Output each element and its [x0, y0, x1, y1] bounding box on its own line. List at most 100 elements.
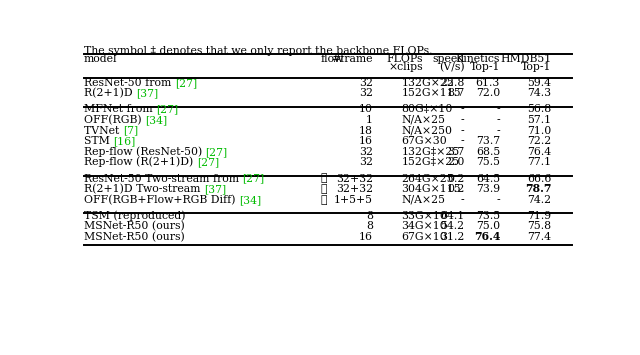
- Text: 61.3: 61.3: [476, 78, 500, 88]
- Text: -: -: [461, 136, 465, 146]
- Text: 8.7: 8.7: [447, 88, 465, 98]
- Text: 76.4: 76.4: [527, 147, 551, 157]
- Text: -: -: [461, 104, 465, 114]
- Text: 8: 8: [366, 211, 373, 221]
- Text: 75.8: 75.8: [527, 222, 551, 231]
- Text: -: -: [497, 104, 500, 114]
- Text: 2.0: 2.0: [447, 158, 465, 168]
- Text: [27]: [27]: [243, 174, 264, 184]
- Text: TVNet: TVNet: [84, 126, 123, 136]
- Text: 0.2: 0.2: [447, 174, 465, 184]
- Text: -: -: [497, 126, 500, 136]
- Text: OFF(RGB+Flow+RGB Diff): OFF(RGB+Flow+RGB Diff): [84, 195, 239, 205]
- Text: 71.0: 71.0: [527, 126, 551, 136]
- Text: 32: 32: [359, 78, 373, 88]
- Text: [27]: [27]: [175, 78, 196, 88]
- Text: Rep-flow (ResNet-50): Rep-flow (ResNet-50): [84, 146, 205, 157]
- Text: 64.5: 64.5: [476, 174, 500, 184]
- Text: [16]: [16]: [113, 136, 136, 146]
- Text: [27]: [27]: [196, 158, 219, 168]
- Text: [34]: [34]: [239, 195, 261, 205]
- Text: [7]: [7]: [123, 126, 138, 136]
- Text: ×clips: ×clips: [388, 62, 423, 72]
- Text: 10: 10: [359, 104, 373, 114]
- Text: (V/s): (V/s): [439, 62, 465, 72]
- Text: N/A×250: N/A×250: [402, 126, 452, 136]
- Text: ResNet-50 Two-stream from: ResNet-50 Two-stream from: [84, 174, 243, 184]
- Text: [37]: [37]: [204, 184, 226, 194]
- Text: MSNet-R50 (ours): MSNet-R50 (ours): [84, 232, 184, 242]
- Text: 152G×115: 152G×115: [402, 88, 461, 98]
- Text: 67G×10: 67G×10: [402, 232, 447, 242]
- Text: 74.3: 74.3: [527, 88, 551, 98]
- Text: -: -: [497, 195, 500, 205]
- Text: #frame: #frame: [332, 54, 373, 64]
- Text: MFNet from: MFNet from: [84, 104, 156, 114]
- Text: 22.8: 22.8: [440, 78, 465, 88]
- Text: ResNet-50 from: ResNet-50 from: [84, 78, 175, 88]
- Text: N/A×25: N/A×25: [402, 195, 445, 205]
- Text: 76.4: 76.4: [474, 231, 500, 242]
- Text: flow: flow: [320, 54, 344, 64]
- Text: 1+5+5: 1+5+5: [334, 195, 373, 205]
- Text: HMDB51: HMDB51: [500, 54, 551, 64]
- Text: model: model: [84, 54, 117, 64]
- Text: 1: 1: [366, 115, 373, 125]
- Text: R(2+1)D Two-stream: R(2+1)D Two-stream: [84, 184, 204, 194]
- Text: [27]: [27]: [156, 104, 178, 114]
- Text: 32: 32: [359, 147, 373, 157]
- Text: N/A×25: N/A×25: [402, 115, 445, 125]
- Text: speed: speed: [432, 54, 465, 64]
- Text: 32+32: 32+32: [336, 174, 373, 184]
- Text: 31.2: 31.2: [440, 232, 465, 242]
- Text: 74.2: 74.2: [527, 195, 551, 205]
- Text: 73.7: 73.7: [476, 136, 500, 146]
- Text: 8: 8: [366, 222, 373, 231]
- Text: MSNet-R50 (ours): MSNet-R50 (ours): [84, 221, 184, 231]
- Text: Kinetics: Kinetics: [456, 54, 500, 64]
- Text: Top-1: Top-1: [470, 62, 500, 72]
- Text: -: -: [461, 115, 465, 125]
- Text: 3.7: 3.7: [447, 147, 465, 157]
- Text: 71.9: 71.9: [527, 211, 551, 221]
- Text: 77.4: 77.4: [527, 232, 551, 242]
- Text: ✓: ✓: [321, 195, 328, 205]
- Text: TSM (reproduced): TSM (reproduced): [84, 210, 186, 221]
- Text: 32: 32: [359, 88, 373, 98]
- Text: OFF(RGB): OFF(RGB): [84, 115, 145, 125]
- Text: 132G‡×25: 132G‡×25: [402, 147, 460, 157]
- Text: 68.5: 68.5: [476, 147, 500, 157]
- Text: 59.4: 59.4: [527, 78, 551, 88]
- Text: ✓: ✓: [321, 174, 328, 184]
- Text: Top-1: Top-1: [521, 62, 551, 72]
- Text: 73.9: 73.9: [476, 184, 500, 194]
- Text: R(2+1)D: R(2+1)D: [84, 88, 136, 98]
- Text: 72.2: 72.2: [527, 136, 551, 146]
- Text: 304G×115: 304G×115: [402, 184, 461, 194]
- Text: 75.5: 75.5: [476, 158, 500, 168]
- Text: 72.0: 72.0: [476, 88, 500, 98]
- Text: 16: 16: [359, 136, 373, 146]
- Text: -: -: [461, 195, 465, 205]
- Text: 77.1: 77.1: [527, 158, 551, 168]
- Text: 152G‡×25: 152G‡×25: [402, 158, 460, 168]
- Text: -: -: [461, 126, 465, 136]
- Text: The symbol ‡ denotes that we only report the backbone FLOPs.: The symbol ‡ denotes that we only report…: [84, 47, 433, 56]
- Text: [34]: [34]: [145, 115, 167, 125]
- Text: -: -: [497, 115, 500, 125]
- Text: 64.1: 64.1: [440, 211, 465, 221]
- Text: 80G‡×10: 80G‡×10: [402, 104, 453, 114]
- Text: 67G×30: 67G×30: [402, 136, 447, 146]
- Text: 264G×25: 264G×25: [402, 174, 454, 184]
- Text: FLOPs: FLOPs: [387, 54, 423, 64]
- Text: 57.1: 57.1: [527, 115, 551, 125]
- Text: [27]: [27]: [205, 147, 228, 157]
- Text: 132G×25: 132G×25: [402, 78, 454, 88]
- Text: STM: STM: [84, 136, 113, 146]
- Text: 18: 18: [359, 126, 373, 136]
- Text: [37]: [37]: [136, 88, 158, 98]
- Text: Rep-flow (R(2+1)D): Rep-flow (R(2+1)D): [84, 157, 196, 168]
- Text: ✓: ✓: [321, 184, 328, 194]
- Text: 0.2: 0.2: [447, 184, 465, 194]
- Text: 75.0: 75.0: [476, 222, 500, 231]
